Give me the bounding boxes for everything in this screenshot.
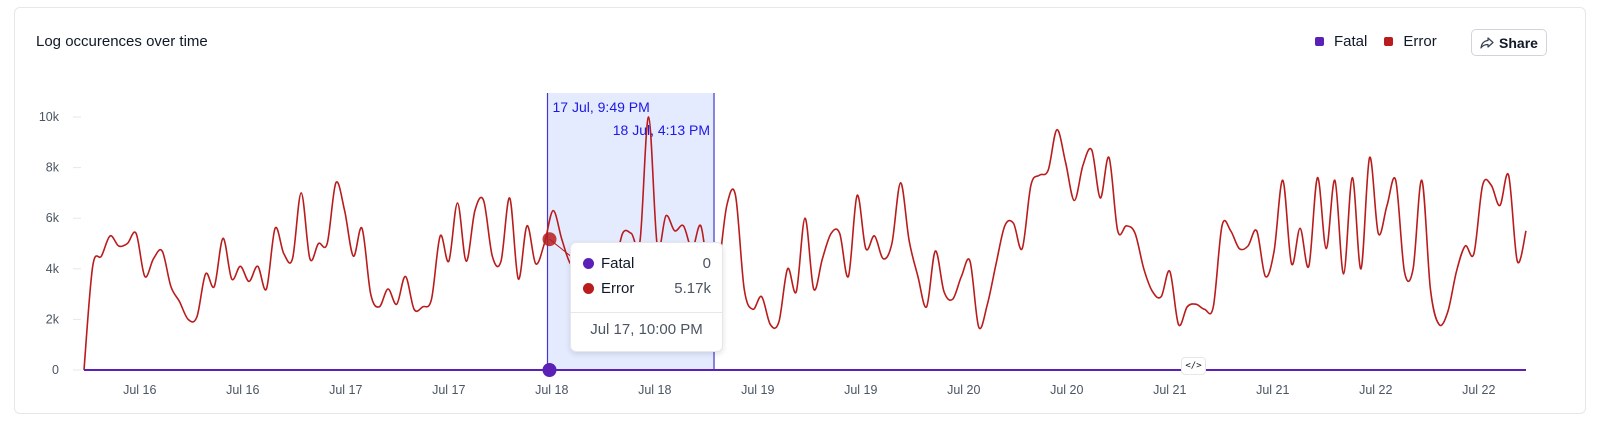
selection-end-label: 18 Jul, 4:13 PM — [613, 122, 710, 138]
series-line-error — [83, 116, 1527, 371]
tooltip-row-error: Error 5.17k — [583, 280, 711, 297]
selection-start-label: 17 Jul, 9:49 PM — [553, 99, 650, 115]
legend-swatch-fatal — [1315, 37, 1324, 46]
x-tick-label: Jul 17 — [432, 383, 465, 397]
x-tick-label: Jul 19 — [844, 383, 877, 397]
y-tick-label: 4k — [46, 262, 60, 276]
y-tick-label: 6k — [46, 211, 60, 225]
y-tick-label: 10k — [39, 110, 60, 124]
hover-point-error — [542, 232, 557, 247]
legend-item-error[interactable]: Error — [1384, 33, 1437, 50]
tooltip-value-fatal: 0 — [702, 255, 711, 272]
x-tick-label: Jul 22 — [1359, 383, 1392, 397]
x-tick-label: Jul 21 — [1256, 383, 1289, 397]
tooltip-value-error: 5.17k — [674, 280, 711, 297]
legend-label-error: Error — [1403, 33, 1437, 50]
x-tick-label: Jul 16 — [123, 383, 156, 397]
tooltip-dot-error — [583, 283, 594, 294]
tooltip-label-fatal: Fatal — [601, 255, 635, 272]
x-tick-label: Jul 20 — [1050, 383, 1083, 397]
x-tick-label: Jul 16 — [226, 383, 259, 397]
chart-legend: Fatal Error — [1315, 33, 1454, 50]
x-tick-label: Jul 18 — [535, 383, 568, 397]
tooltip-time: Jul 17, 10:00 PM — [590, 321, 703, 338]
x-tick-label: Jul 17 — [329, 383, 362, 397]
x-tick-label: Jul 22 — [1462, 383, 1495, 397]
tooltip-label-error: Error — [601, 280, 635, 297]
y-tick-label: 8k — [46, 161, 60, 175]
x-tick-label: Jul 18 — [638, 383, 671, 397]
tooltip-row-fatal: Fatal 0 — [583, 255, 711, 272]
share-label: Share — [1499, 34, 1538, 51]
x-tick-label: Jul 19 — [741, 383, 774, 397]
x-tick-label: Jul 20 — [947, 383, 980, 397]
y-tick-label: 2k — [46, 312, 60, 326]
tooltip-divider — [571, 312, 722, 313]
share-button[interactable]: Share — [1471, 29, 1547, 56]
code-icon[interactable]: </> — [1181, 357, 1206, 375]
y-tick-label: 0 — [52, 363, 59, 377]
legend-item-fatal[interactable]: Fatal — [1315, 33, 1367, 50]
hover-point-fatal — [542, 363, 557, 377]
legend-swatch-error — [1384, 37, 1394, 46]
chart-title: Log occurences over time — [36, 33, 208, 50]
share-icon — [1480, 36, 1494, 49]
legend-label-fatal: Fatal — [1334, 33, 1368, 50]
chart-card — [14, 7, 1586, 414]
hover-tooltip: Fatal 0 Error 5.17k Jul 17, 10:00 PM — [570, 242, 723, 352]
x-tick-label: Jul 21 — [1153, 383, 1186, 397]
tooltip-dot-fatal — [583, 258, 594, 269]
